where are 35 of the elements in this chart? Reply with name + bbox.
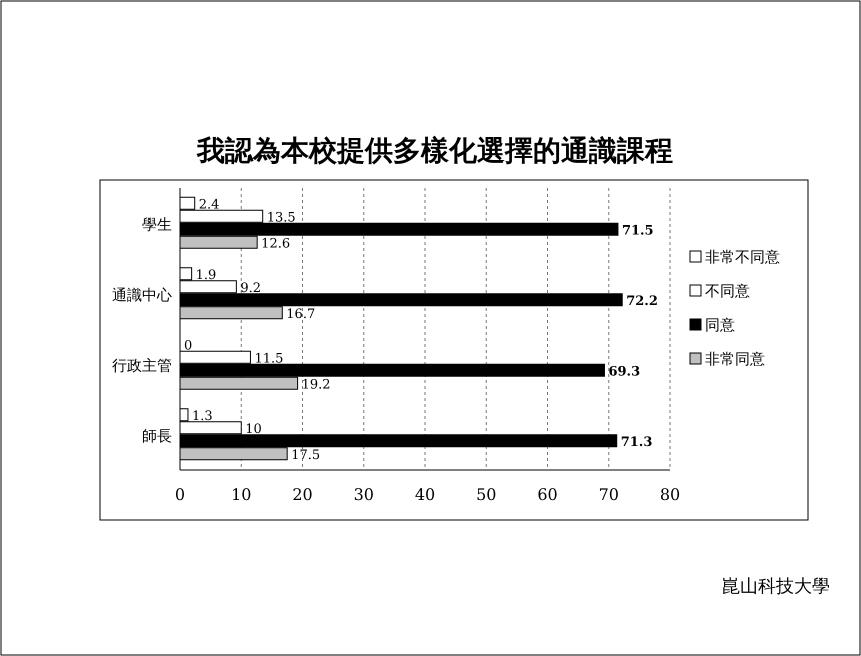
y-tick-label: 學生 — [142, 215, 172, 234]
x-tick-label: 60 — [537, 485, 558, 504]
legend-label: 同意 — [705, 316, 735, 334]
y-tick-label: 通識中心 — [112, 286, 172, 304]
data-label: 1.3 — [192, 408, 213, 424]
y-tick-label: 行政主管 — [112, 356, 172, 374]
data-label: 9.2 — [240, 280, 262, 296]
y-tick-label: 師長 — [142, 426, 172, 445]
data-label: 69.3 — [608, 364, 640, 380]
data-label: 16.7 — [286, 306, 316, 322]
legend-label: 非常不同意 — [705, 248, 780, 266]
data-label: 72.2 — [626, 294, 658, 309]
data-label: 10 — [245, 422, 262, 437]
x-tick-label: 70 — [598, 485, 619, 504]
legend-label: 非常同意 — [705, 350, 765, 368]
data-label: 13.5 — [266, 210, 296, 226]
x-tick-label: 40 — [414, 485, 436, 504]
text: 崑山科技大學 — [722, 576, 830, 597]
x-tick-label: 0 — [174, 485, 186, 504]
chart-title: 我認為本校提供多樣化選擇的通識課程 — [196, 134, 673, 167]
data-label: 17.5 — [291, 448, 320, 463]
x-tick-label: 20 — [292, 485, 313, 504]
data-label: 11.5 — [254, 351, 284, 366]
data-label: 71.3 — [620, 434, 652, 450]
data-label: 2.4 — [198, 197, 220, 212]
data-label: 19.2 — [302, 377, 331, 392]
x-tick-label: 80 — [660, 485, 680, 504]
x-tick-label: 30 — [354, 485, 374, 504]
x-tick-label: 10 — [231, 485, 252, 504]
data-label: 0 — [184, 338, 192, 354]
data-label: 1.9 — [196, 268, 216, 283]
data-label: 12.6 — [261, 236, 290, 252]
data-label: 71.5 — [622, 223, 654, 238]
legend-label: 不同意 — [705, 282, 750, 300]
x-tick-label: 50 — [476, 485, 496, 504]
